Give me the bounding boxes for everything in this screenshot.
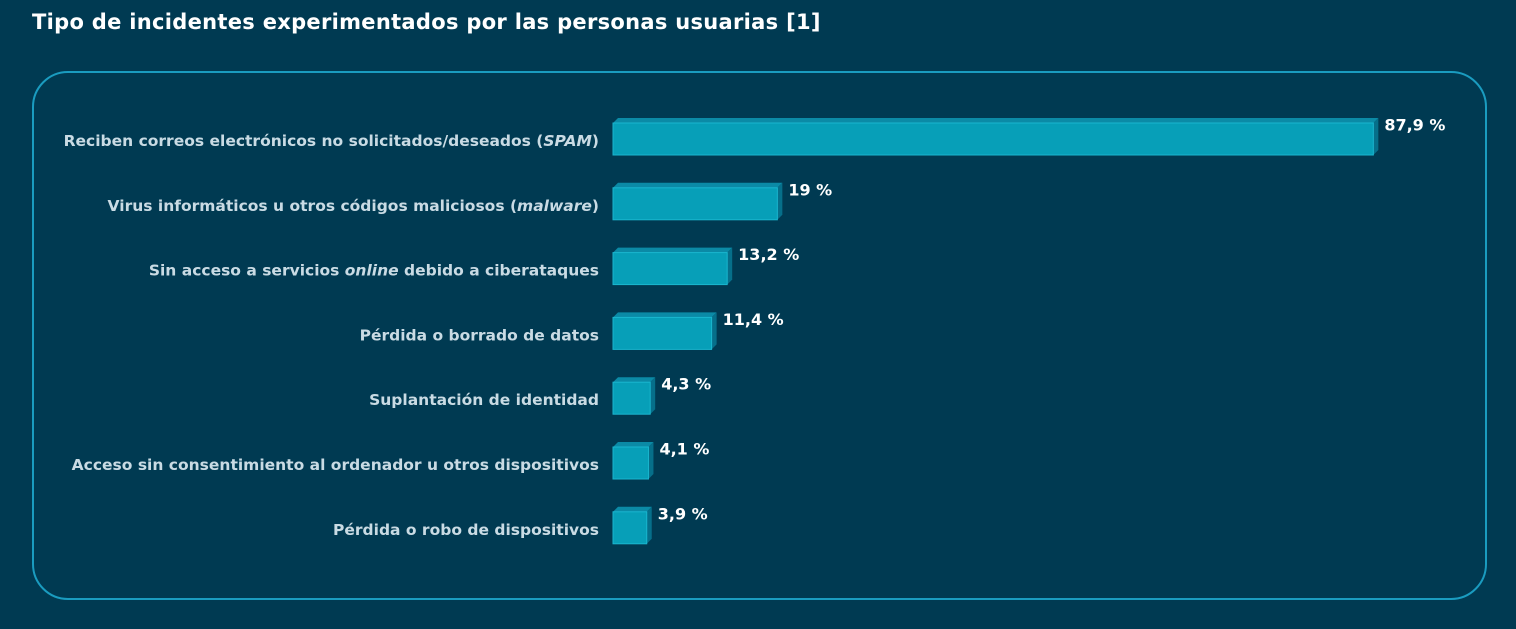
category-label-part: )	[592, 132, 599, 150]
bar-group	[612, 182, 783, 221]
bar-group	[612, 118, 1379, 156]
bar-side-face	[777, 182, 783, 220]
category-label-part: debido a ciberataques	[399, 261, 599, 279]
bar-group	[612, 506, 652, 545]
value-label: 87,9 %	[1384, 116, 1445, 135]
bar-top-face	[613, 377, 656, 383]
bar-top-face	[613, 182, 783, 188]
bar-group	[612, 312, 717, 350]
category-label-part: Suplantación de identidad	[369, 391, 599, 409]
category-label-part: Pérdida o robo de dispositivos	[333, 520, 599, 538]
bar-side-face	[727, 247, 733, 285]
category-label: Reciben correos electrónicos no solicita…	[64, 132, 599, 150]
category-label: Suplantación de identidad	[369, 391, 599, 409]
category-label-part: SPAM	[543, 132, 592, 150]
category-label-part: Virus informáticos u otros códigos malic…	[108, 196, 518, 214]
value-label: 19 %	[788, 180, 832, 199]
bar	[612, 511, 648, 545]
category-label: Virus informáticos u otros códigos malic…	[108, 196, 599, 214]
bar	[612, 252, 728, 286]
category-label-part: online	[345, 261, 399, 279]
bar-side-face	[650, 377, 656, 415]
bar	[612, 122, 1374, 156]
value-label: 3,9 %	[658, 504, 708, 523]
bar	[612, 187, 778, 221]
bar-side-face	[1373, 118, 1379, 155]
category-label-part: Pérdida o borrado de datos	[360, 326, 599, 344]
category-label-part: Reciben correos electrónicos no solicita…	[64, 132, 544, 150]
chart-panel: Reciben correos electrónicos no solicita…	[32, 71, 1487, 600]
value-label: 13,2 %	[738, 245, 799, 264]
category-label-part: malware	[517, 196, 592, 214]
bar-top-face	[613, 118, 1379, 123]
category-label-part: Sin acceso a servicios	[149, 261, 345, 279]
category-label-part: )	[592, 196, 599, 214]
category-label-part: Acceso sin consentimiento al ordenador u…	[72, 456, 599, 474]
category-label: Pérdida o robo de dispositivos	[333, 520, 599, 538]
bar-group	[612, 377, 656, 415]
bar	[612, 316, 713, 350]
bar-side-face	[646, 506, 652, 544]
bar-top-face	[613, 442, 654, 447]
bar-chart: Reciben correos electrónicos no solicita…	[64, 116, 1445, 545]
category-label: Sin acceso a servicios online debido a c…	[149, 261, 599, 279]
value-label: 4,1 %	[659, 440, 709, 459]
value-label: 4,3 %	[661, 375, 711, 394]
bar-group	[612, 442, 654, 480]
category-label: Pérdida o borrado de datos	[360, 326, 599, 344]
bar-side-face	[648, 442, 654, 479]
bar-top-face	[613, 247, 733, 253]
category-label: Acceso sin consentimiento al ordenador u…	[72, 456, 599, 474]
bar	[612, 381, 651, 415]
bar-top-face	[613, 506, 652, 512]
bar	[612, 446, 649, 480]
bar-group	[612, 247, 733, 286]
value-label: 11,4 %	[723, 310, 784, 329]
bar-top-face	[613, 312, 717, 318]
chart-title: Tipo de incidentes experimentados por la…	[32, 10, 821, 34]
bar-side-face	[711, 312, 717, 350]
